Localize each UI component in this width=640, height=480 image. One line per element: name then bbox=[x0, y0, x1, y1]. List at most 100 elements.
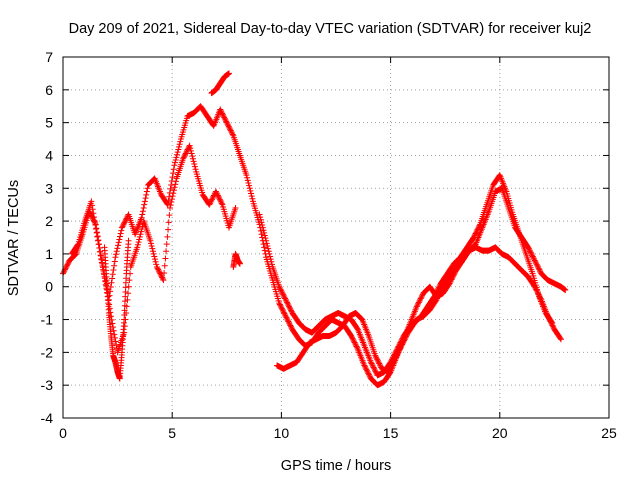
data-point bbox=[218, 200, 225, 207]
data-point bbox=[157, 270, 164, 277]
data-point bbox=[96, 245, 103, 252]
data-point bbox=[277, 286, 284, 293]
data-point bbox=[390, 359, 397, 366]
data-point bbox=[148, 240, 155, 247]
data-point bbox=[435, 285, 442, 292]
data-point bbox=[435, 284, 442, 291]
data-point bbox=[153, 264, 160, 271]
data-point bbox=[135, 239, 142, 246]
data-point bbox=[248, 193, 255, 200]
data-point bbox=[415, 299, 422, 306]
data-point bbox=[143, 188, 150, 195]
data-point bbox=[348, 334, 355, 341]
data-point bbox=[171, 162, 178, 169]
data-point bbox=[548, 318, 555, 325]
data-point bbox=[267, 256, 274, 263]
data-point bbox=[352, 340, 359, 347]
data-point bbox=[436, 283, 443, 290]
data-point bbox=[278, 304, 285, 311]
data-point bbox=[150, 250, 157, 257]
data-point bbox=[276, 300, 283, 307]
data-point bbox=[216, 195, 223, 202]
data-point bbox=[186, 142, 193, 149]
data-point bbox=[258, 231, 265, 238]
data-point bbox=[94, 233, 101, 240]
data-point bbox=[210, 193, 217, 200]
data-point bbox=[188, 150, 195, 157]
data-point bbox=[280, 291, 287, 298]
data-point bbox=[191, 160, 198, 167]
data-point bbox=[154, 265, 161, 272]
data-point bbox=[248, 190, 255, 197]
data-point bbox=[147, 237, 154, 244]
data-point bbox=[165, 197, 172, 204]
data-point bbox=[111, 331, 118, 338]
data-point bbox=[94, 237, 101, 244]
data-point bbox=[169, 174, 176, 181]
data-point bbox=[172, 159, 179, 166]
data-point bbox=[111, 258, 118, 265]
data-point bbox=[394, 350, 401, 357]
data-point bbox=[257, 214, 264, 221]
data-point bbox=[416, 298, 423, 305]
data-point bbox=[63, 262, 70, 269]
data-point bbox=[180, 155, 187, 162]
data-point bbox=[162, 255, 169, 262]
data-point bbox=[278, 288, 285, 295]
data-point bbox=[282, 311, 289, 318]
y-tick-label: 1 bbox=[45, 246, 53, 262]
data-point bbox=[139, 223, 146, 230]
data-point bbox=[288, 323, 295, 330]
data-point bbox=[413, 303, 420, 310]
data-point bbox=[122, 216, 129, 223]
data-point bbox=[261, 229, 268, 236]
data-point bbox=[113, 251, 120, 258]
data-point bbox=[376, 361, 383, 368]
data-point bbox=[174, 149, 181, 156]
data-point bbox=[369, 363, 376, 370]
x-tick-label: 5 bbox=[168, 425, 176, 441]
data-point bbox=[280, 308, 287, 315]
data-point bbox=[400, 338, 407, 345]
data-point bbox=[375, 359, 382, 366]
data-point bbox=[141, 201, 148, 208]
data-point bbox=[373, 355, 380, 362]
data-point bbox=[348, 332, 355, 339]
data-point bbox=[525, 244, 532, 251]
data-point bbox=[280, 292, 287, 299]
data-point bbox=[109, 275, 116, 282]
data-point bbox=[110, 327, 117, 334]
data-point bbox=[190, 158, 197, 165]
data-point bbox=[65, 260, 72, 267]
data-point bbox=[351, 339, 358, 346]
y-tick-label: 5 bbox=[45, 115, 53, 131]
data-point bbox=[209, 195, 216, 202]
data-point bbox=[353, 343, 360, 350]
data-point bbox=[280, 309, 287, 316]
data-point bbox=[418, 294, 425, 301]
data-point bbox=[173, 154, 180, 161]
data-point bbox=[392, 354, 399, 361]
data-point bbox=[367, 359, 374, 366]
data-point bbox=[371, 365, 378, 372]
data-point bbox=[139, 211, 146, 218]
data-point bbox=[151, 256, 158, 263]
data-point bbox=[227, 127, 234, 134]
data-point bbox=[206, 201, 213, 208]
data-point bbox=[223, 118, 230, 125]
data-point bbox=[550, 323, 557, 330]
data-point bbox=[527, 248, 534, 255]
data-point bbox=[370, 364, 377, 371]
data-point bbox=[63, 264, 70, 271]
data-point bbox=[395, 349, 402, 356]
data-point bbox=[263, 240, 270, 247]
data-point bbox=[186, 143, 193, 150]
data-point bbox=[208, 197, 215, 204]
data-point bbox=[120, 220, 127, 227]
data-point bbox=[136, 236, 143, 243]
data-point bbox=[374, 356, 381, 363]
data-point bbox=[245, 180, 252, 187]
data-point bbox=[207, 199, 214, 206]
y-tick-label: -3 bbox=[41, 377, 54, 393]
data-point bbox=[61, 267, 68, 274]
